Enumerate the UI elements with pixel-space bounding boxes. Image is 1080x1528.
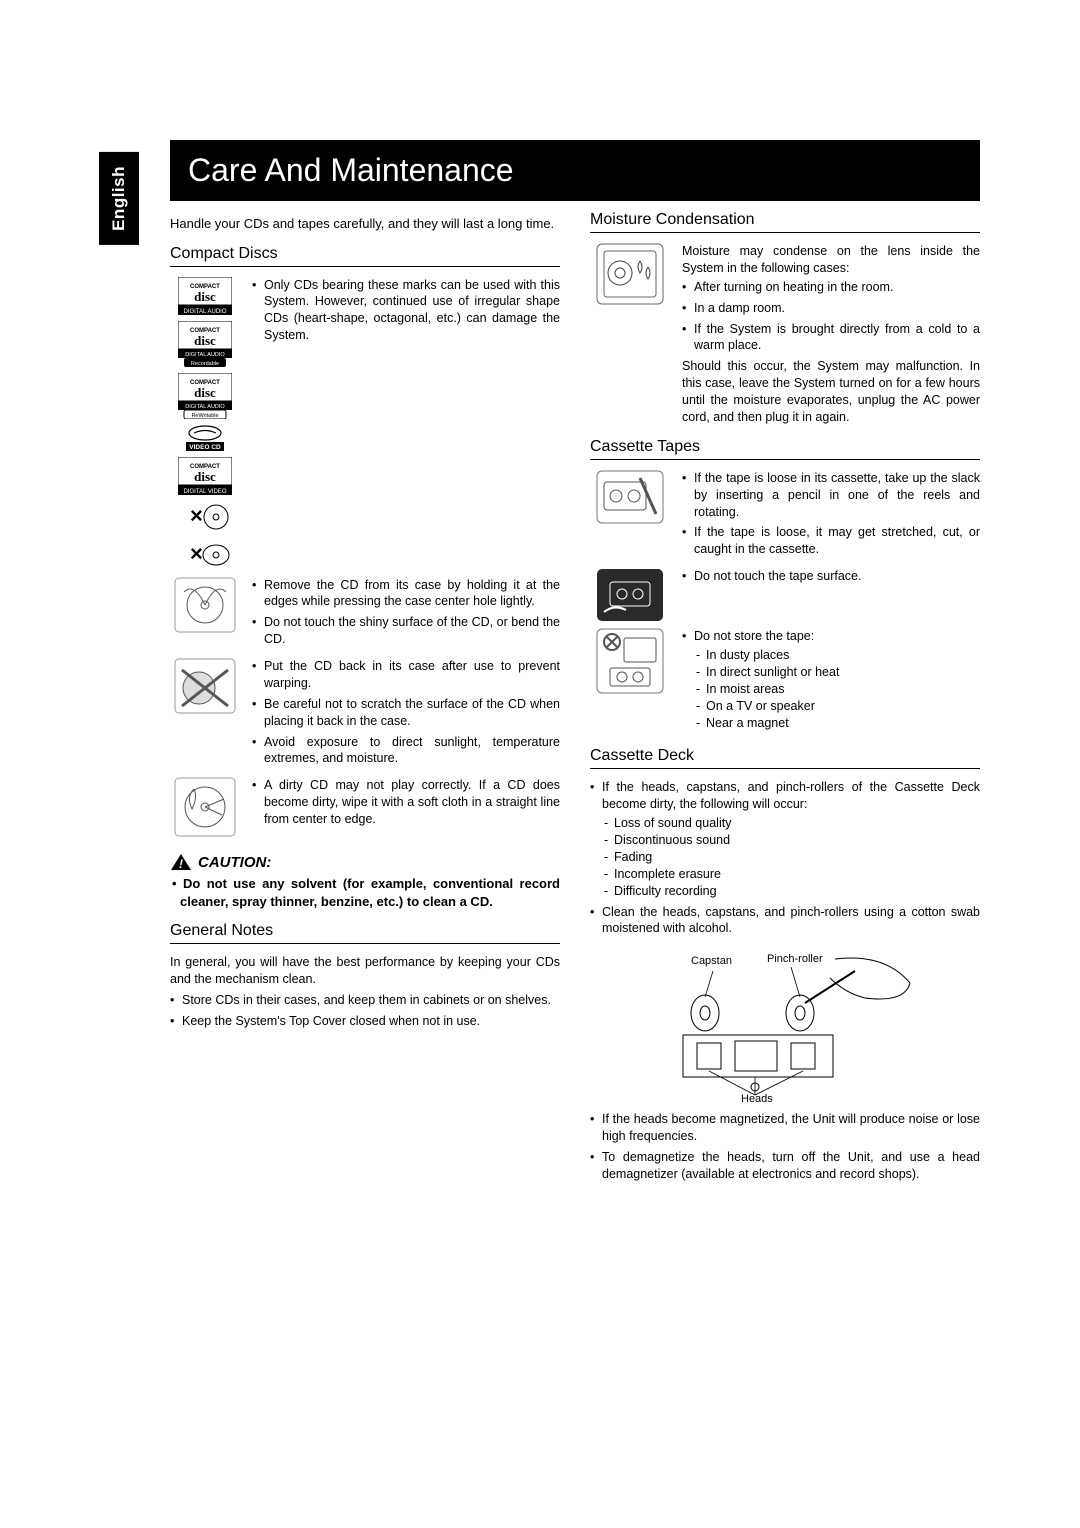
pinch-roller-label: Pinch-roller [767,953,823,965]
general-notes-body: In general, you will have the best perfo… [170,954,560,1030]
cd-logos: COMPACTdiscDIGITAL AUDIO COMPACTdiscDIGI… [170,277,240,571]
cd-logo-rewritable: COMPACTdiscDIGITAL AUDIOReWritable [178,373,232,419]
content-columns: Handle your CDs and tapes carefully, and… [170,211,980,1187]
svg-text:disc: disc [194,469,216,484]
tape-touch-icon [590,568,670,622]
intro-text: Handle your CDs and tapes carefully, and… [170,215,560,233]
tape-loose-text: If the tape is loose in its cassette, ta… [682,470,980,562]
page: English Care And Maintenance Handle your… [0,0,1080,1247]
svg-text:DIGITAL AUDIO: DIGITAL AUDIO [183,309,226,315]
cassette-tapes-heading: Cassette Tapes [590,438,980,460]
svg-text:disc: disc [194,385,216,400]
cassette-deck-body: If the heads, capstans, and pinch-roller… [590,779,980,937]
svg-text:×: × [190,541,203,566]
svg-text:disc: disc [194,289,216,304]
right-column: Moisture Condensation Moisture may conde… [590,211,980,1187]
general-notes-heading: General Notes [170,922,560,944]
capstan-label: Capstan [691,955,732,967]
cd-cleaning-icon [170,777,240,837]
tape-pencil-icon [590,470,670,524]
caution-icon: ! [170,853,192,871]
moisture-icon [590,243,670,305]
cd-marks-text: Only CDs bearing these marks can be used… [252,277,560,349]
svg-text:ReWritable: ReWritable [191,413,218,419]
cd-logo-digital-video: COMPACTdiscDIGITAL VIDEO [178,457,232,495]
cd-marks-row: COMPACTdiscDIGITAL AUDIO COMPACTdiscDIGI… [170,277,560,571]
svg-text:×: × [190,503,203,528]
svg-text:!: ! [179,857,183,871]
tape-touch-row: Do not touch the tape surface. [590,568,980,622]
svg-text:VIDEO CD: VIDEO CD [189,444,221,451]
caution-text: • Do not use any solvent (for example, c… [170,875,560,910]
heads-label: Heads [741,1093,773,1105]
svg-text:DIGITAL AUDIO: DIGITAL AUDIO [185,352,225,358]
cd-handling-row: Remove the CD from its case by holding i… [170,577,560,653]
tape-store-row: Do not store the tape: In dusty places I… [590,628,980,735]
deck-diagram: Capstan Pinch-roller Heads [655,943,915,1103]
tape-store-icon [590,628,670,694]
cd-logo-digital-audio: COMPACTdiscDIGITAL AUDIO [178,277,232,315]
cassette-deck-heading: Cassette Deck [590,747,980,769]
cd-cleaning-row: A dirty CD may not play correctly. If a … [170,777,560,837]
cd-storage-row: Put the CD back in its case after use to… [170,658,560,771]
svg-text:DIGITAL AUDIO: DIGITAL AUDIO [185,404,225,410]
left-column: Handle your CDs and tapes carefully, and… [170,211,560,1187]
moisture-row: Moisture may condense on the lens inside… [590,243,980,426]
wrong-disc-2-icon: × [180,539,230,571]
moisture-heading: Moisture Condensation [590,211,980,233]
svg-text:Recordable: Recordable [191,361,219,367]
page-title: Care And Maintenance [170,140,980,201]
language-tab: English [99,152,139,245]
compact-discs-heading: Compact Discs [170,245,560,267]
cd-handling-text: Remove the CD from its case by holding i… [252,577,560,653]
videocd-logo: VIDEO CD [178,425,232,451]
cd-storage-text: Put the CD back in its case after use to… [252,658,560,771]
cd-handling-icon [170,577,240,633]
tape-loose-row: If the tape is loose in its cassette, ta… [590,470,980,562]
tape-touch-text: Do not touch the tape surface. [682,568,980,589]
caution-heading: ! CAUTION: [170,853,560,871]
cd-storage-icon [170,658,240,714]
svg-text:disc: disc [194,333,216,348]
deck-magnetize-body: If the heads become magnetized, the Unit… [590,1111,980,1183]
wrong-disc-1-icon: × [180,501,230,533]
moisture-text: Moisture may condense on the lens inside… [682,243,980,426]
cd-cleaning-text: A dirty CD may not play correctly. If a … [252,777,560,832]
svg-text:DIGITAL VIDEO: DIGITAL VIDEO [183,489,226,495]
tape-store-text: Do not store the tape: In dusty places I… [682,628,980,735]
cd-logo-recordable: COMPACTdiscDIGITAL AUDIORecordable [178,321,232,367]
